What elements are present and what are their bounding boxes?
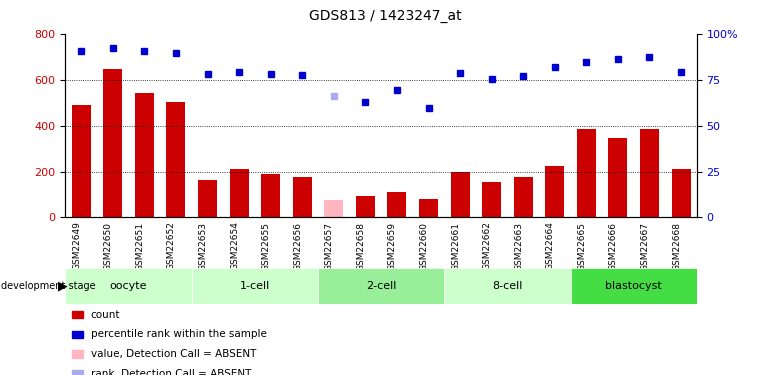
Text: GSM22659: GSM22659 [388, 222, 397, 270]
Bar [261, 174, 280, 217]
Text: GSM22655: GSM22655 [262, 222, 271, 270]
Text: GSM22657: GSM22657 [325, 222, 334, 270]
Text: ▶: ▶ [59, 279, 68, 292]
Text: GSM22658: GSM22658 [357, 222, 366, 270]
Text: 8-cell: 8-cell [492, 281, 523, 291]
Bar [671, 169, 691, 217]
Bar [166, 102, 186, 217]
Text: 1-cell: 1-cell [239, 281, 270, 291]
Bar [318, 268, 444, 304]
Text: GSM22660: GSM22660 [420, 222, 428, 270]
Bar [577, 129, 596, 218]
Text: 2-cell: 2-cell [366, 281, 397, 291]
Bar [545, 166, 564, 218]
Bar [608, 138, 628, 218]
Bar [192, 268, 318, 304]
Text: GSM22668: GSM22668 [672, 222, 681, 270]
Bar [103, 69, 122, 218]
Bar [65, 268, 192, 304]
Bar [482, 182, 501, 218]
Bar [444, 268, 571, 304]
Text: percentile rank within the sample: percentile rank within the sample [91, 329, 266, 339]
Text: GSM22651: GSM22651 [136, 222, 145, 270]
Text: GSM22653: GSM22653 [199, 222, 207, 270]
Text: GSM22666: GSM22666 [609, 222, 618, 270]
Bar [72, 330, 83, 338]
Bar [293, 177, 312, 218]
Bar [198, 180, 217, 218]
Text: GSM22650: GSM22650 [104, 222, 113, 270]
Bar [72, 105, 91, 218]
Text: count: count [91, 310, 120, 320]
Text: GSM22656: GSM22656 [293, 222, 302, 270]
Bar [356, 196, 375, 217]
Bar [450, 172, 470, 217]
Bar [387, 192, 407, 217]
Bar [72, 311, 83, 318]
Bar [324, 200, 343, 217]
Text: GSM22649: GSM22649 [72, 222, 82, 270]
Text: rank, Detection Call = ABSENT: rank, Detection Call = ABSENT [91, 369, 251, 375]
Bar [229, 169, 249, 217]
Bar [135, 93, 154, 218]
Bar [419, 199, 438, 217]
Text: GSM22654: GSM22654 [230, 222, 239, 270]
Bar [640, 129, 659, 218]
Text: value, Detection Call = ABSENT: value, Detection Call = ABSENT [91, 349, 256, 359]
Text: oocyte: oocyte [110, 281, 147, 291]
Text: GDS813 / 1423247_at: GDS813 / 1423247_at [309, 9, 461, 23]
Text: GSM22652: GSM22652 [167, 222, 176, 270]
Text: GSM22667: GSM22667 [641, 222, 650, 270]
Text: GSM22663: GSM22663 [514, 222, 524, 270]
Bar [514, 177, 533, 218]
Bar [72, 370, 83, 375]
Text: development stage: development stage [1, 281, 95, 291]
Text: GSM22661: GSM22661 [451, 222, 460, 270]
Text: blastocyst: blastocyst [605, 281, 662, 291]
Bar [571, 268, 697, 304]
Text: GSM22664: GSM22664 [546, 222, 554, 270]
Text: GSM22662: GSM22662 [483, 222, 492, 270]
Text: GSM22665: GSM22665 [578, 222, 587, 270]
Bar [72, 350, 83, 358]
